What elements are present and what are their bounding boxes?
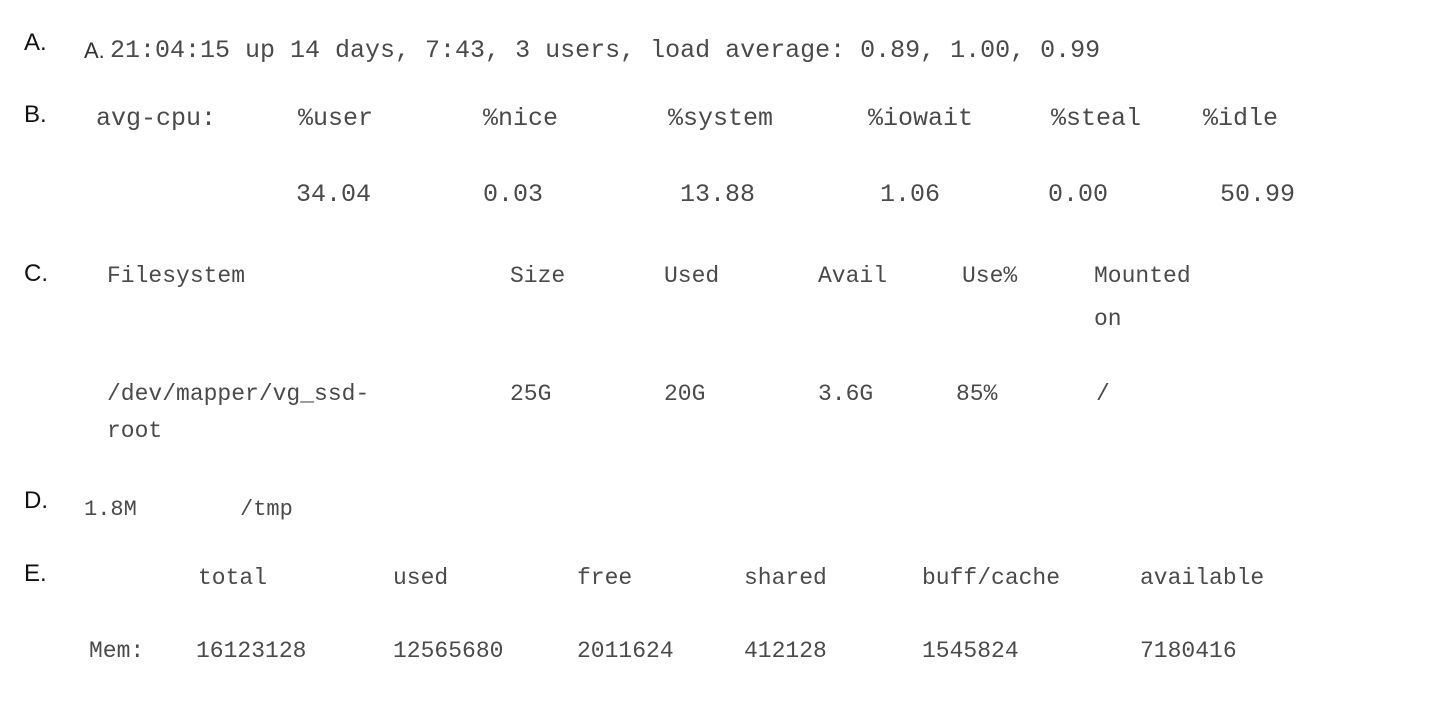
- fs-name-line2: root: [107, 418, 163, 444]
- fs-size: 25G: [510, 381, 552, 407]
- fs-mount: /: [1096, 381, 1110, 407]
- mem-row-label: Mem:: [89, 638, 145, 664]
- header-on: on: [1094, 306, 1122, 332]
- mem-header-shared: shared: [744, 565, 827, 591]
- header-mounted: Mounted: [1094, 263, 1191, 289]
- header-idle: %idle: [1203, 104, 1279, 133]
- fs-avail: 3.6G: [818, 381, 874, 407]
- option-d-label: D.: [24, 487, 48, 514]
- header-steal: %steal: [1051, 104, 1142, 133]
- header-use-pct: Use%: [962, 263, 1018, 289]
- option-a-prefix: A.: [84, 38, 105, 63]
- du-path: /tmp: [240, 497, 293, 522]
- value-steal: 0.00: [1048, 180, 1109, 209]
- avg-cpu-label: avg-cpu:: [96, 104, 217, 133]
- fs-name-line1: /dev/mapper/vg_ssd-: [107, 381, 370, 407]
- mem-header-available: available: [1140, 565, 1265, 591]
- value-iowait: 1.06: [880, 180, 941, 209]
- mem-total: 16123128: [196, 638, 307, 664]
- value-nice: 0.03: [483, 180, 544, 209]
- header-nice: %nice: [483, 104, 559, 133]
- mem-header-buff-cache: buff/cache: [922, 565, 1061, 591]
- header-size: Size: [510, 263, 566, 289]
- header-filesystem: Filesystem: [107, 263, 246, 289]
- option-c-label: C.: [24, 260, 48, 287]
- du-size: 1.8M: [84, 497, 137, 522]
- option-b-label: B.: [24, 101, 47, 128]
- value-idle: 50.99: [1220, 180, 1296, 209]
- header-iowait: %iowait: [868, 104, 974, 133]
- fs-used: 20G: [664, 381, 706, 407]
- mem-header-total: total: [198, 565, 268, 591]
- mem-used: 12565680: [393, 638, 504, 664]
- option-a-label: A.: [24, 29, 47, 56]
- mem-free: 2011624: [577, 638, 674, 664]
- mem-header-used: used: [393, 565, 449, 591]
- header-used: Used: [664, 263, 720, 289]
- header-system: %system: [668, 104, 774, 133]
- mem-header-free: free: [577, 565, 633, 591]
- mem-available: 7180416: [1140, 638, 1237, 664]
- header-user: %user: [298, 104, 374, 133]
- value-user: 34.04: [296, 180, 372, 209]
- fs-use-pct: 85%: [956, 381, 998, 407]
- value-system: 13.88: [680, 180, 756, 209]
- mem-shared: 412128: [744, 638, 827, 664]
- header-avail: Avail: [818, 263, 888, 289]
- mem-buff-cache: 1545824: [922, 638, 1019, 664]
- option-e-label: E.: [24, 560, 47, 587]
- uptime-output: 21:04:15 up 14 days, 7:43, 3 users, load…: [110, 36, 1101, 65]
